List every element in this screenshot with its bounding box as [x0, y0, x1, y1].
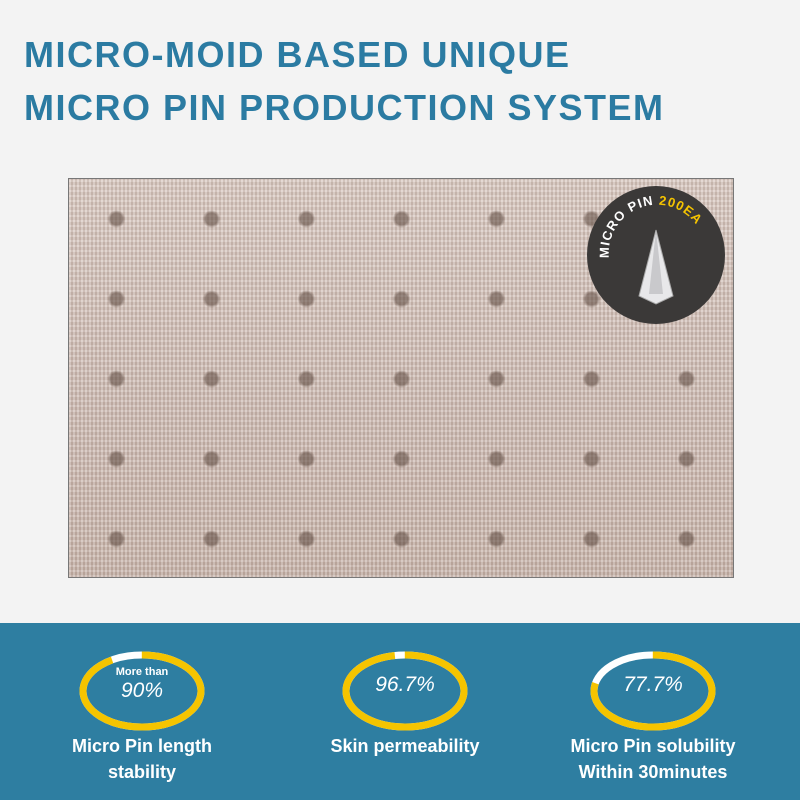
stat-label: Skin permeability	[330, 736, 480, 756]
stat-label: Micro Pin solubility Within 30minutes	[570, 736, 736, 782]
stat-prefix: More than	[115, 666, 169, 678]
progress-ring	[590, 651, 716, 731]
badge-count: 200EA	[658, 193, 706, 228]
micro-pin-badge: MICRO PIN 200EA	[587, 186, 725, 324]
page-title: MICRO-MOID BASED UNIQUE MICRO PIN PRODUC…	[24, 28, 665, 134]
stat-value: 77.7%	[623, 673, 683, 696]
progress-ring	[342, 651, 468, 731]
stat-value: 96.7%	[375, 673, 435, 696]
title-line-1: MICRO-MOID BASED UNIQUE	[24, 34, 571, 75]
title-line-2: MICRO PIN PRODUCTION SYSTEM	[24, 87, 665, 128]
stats-band: More than 90% Micro Pin length stability …	[0, 623, 800, 800]
progress-ring	[79, 651, 205, 731]
stat-label: Micro Pin length stability	[71, 736, 212, 782]
stat-value: 90%	[120, 679, 164, 702]
badge-text: MICRO PIN	[597, 193, 659, 258]
